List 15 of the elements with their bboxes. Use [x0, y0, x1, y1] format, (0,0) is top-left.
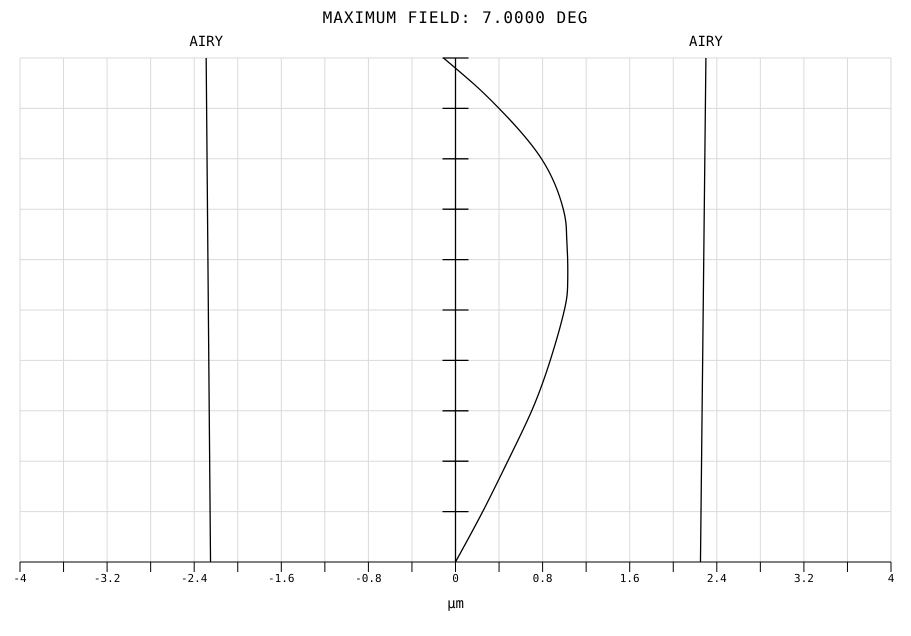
x-tick-label: 1.6 — [620, 572, 640, 585]
x-tick-label: -1.6 — [268, 572, 295, 585]
chart-title: MAXIMUM FIELD: 7.0000 DEG — [322, 8, 590, 29]
series-label: AIRY — [689, 34, 724, 50]
x-axis-title: μm — [447, 596, 464, 612]
series-label: AIRY — [189, 34, 224, 50]
x-tick-label: 2.4 — [706, 572, 728, 585]
x-tick-label: 0 — [452, 572, 459, 585]
x-tick-label: -2.4 — [180, 572, 208, 585]
x-tick-label: 3.2 — [794, 572, 814, 585]
x-tick-label: -4 — [13, 572, 27, 585]
x-tick-label: -3.2 — [94, 572, 120, 585]
x-tick-label: 4 — [888, 572, 895, 585]
x-tick-label: 0.8 — [532, 572, 553, 585]
x-tick-label: -0.8 — [355, 572, 382, 585]
